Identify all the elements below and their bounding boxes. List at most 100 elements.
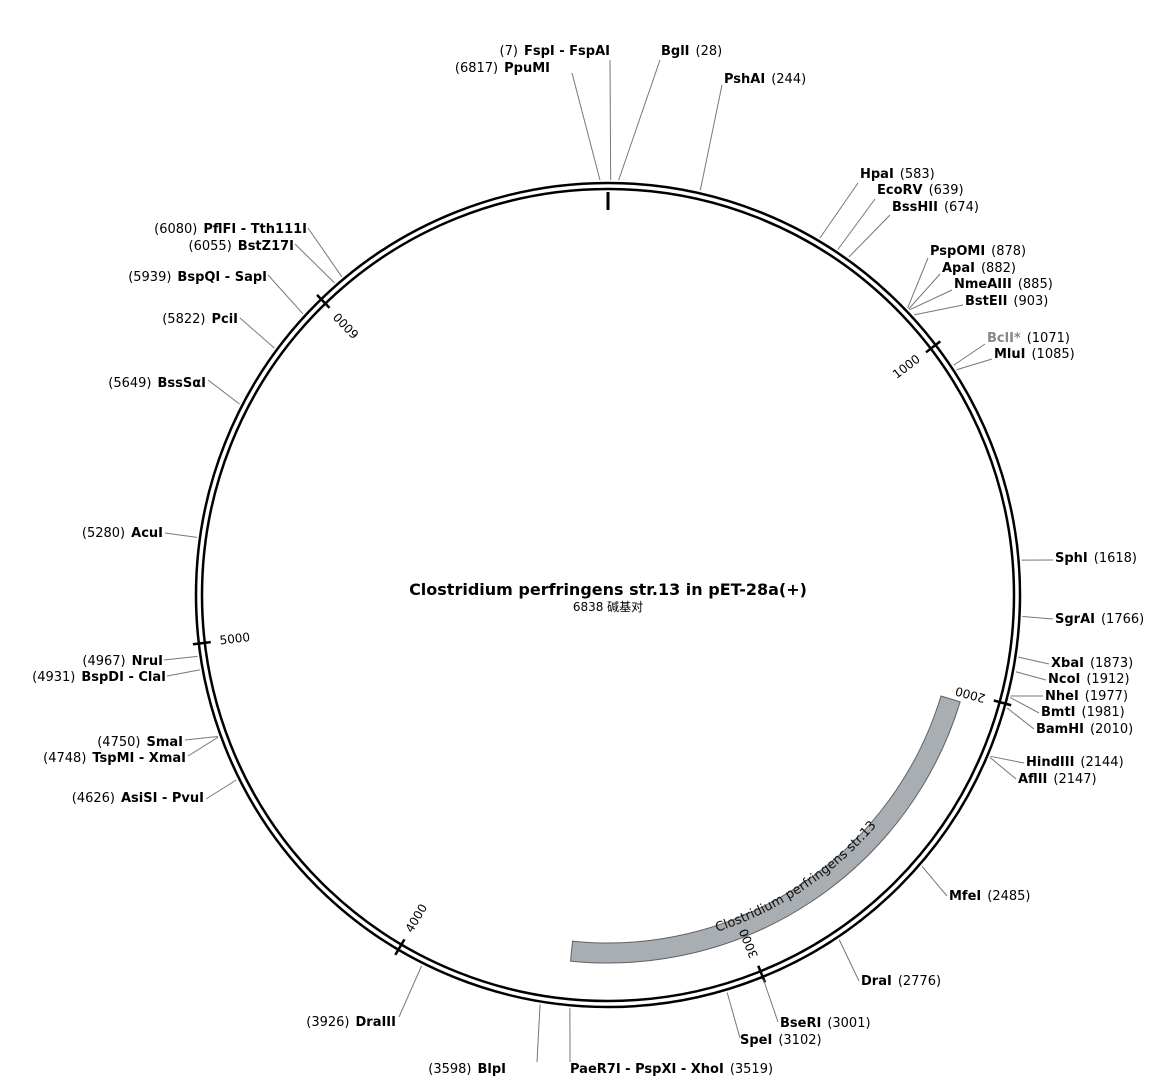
site-name: BclI* <box>987 331 1021 346</box>
tick-mark <box>925 340 942 354</box>
site-name: HpaI <box>860 167 894 182</box>
site-leader-bspqi <box>267 274 304 315</box>
site-name: BstEII <box>965 294 1007 309</box>
site-label-mfei[interactable]: MfeI (2485) <box>949 889 1030 904</box>
site-position: (7) <box>500 44 518 59</box>
site-name: FspI - FspAI <box>524 44 610 59</box>
site-label-paer7i[interactable]: PaeR7I - PspXI - XhoI (3519) <box>570 1062 773 1077</box>
site-name: PshAI <box>724 72 765 87</box>
site-label-bspdi[interactable]: (4931) BspDI - ClaI <box>32 670 166 685</box>
site-name: MluI <box>994 347 1025 362</box>
site-leader-bcli <box>953 343 986 366</box>
feature-arc[interactable] <box>569 695 961 964</box>
site-name: ApaI <box>942 261 975 276</box>
site-label-bspqi[interactable]: (5939) BspQI - SapI <box>128 270 267 285</box>
site-label-pcii[interactable]: (5822) PciI <box>162 312 238 327</box>
site-label-draiii[interactable]: (3926) DraIII <box>306 1015 396 1030</box>
tick-label: 4000 <box>403 901 431 934</box>
site-labels: (7) FspI - FspAI (6817) PpuMI BglI (28)PshAI (… <box>32 44 1144 1077</box>
site-label-sphi[interactable]: SphI (1618) <box>1055 551 1137 566</box>
site-label-asisi[interactable]: (4626) AsiSI - PvuI <box>72 791 204 806</box>
site-position: (885) <box>1018 277 1053 292</box>
site-leader-bsshii <box>848 214 891 258</box>
site-label-hindiii[interactable]: HindIII (2144) <box>1026 755 1124 770</box>
backbone-outer-ring <box>194 181 1022 1009</box>
site-position: (903) <box>1013 294 1048 309</box>
site-position: (5280) <box>82 526 125 541</box>
site-label-blpi[interactable]: (3598) BlpI <box>428 1062 506 1077</box>
site-name: AsiSI - PvuI <box>121 791 204 806</box>
tick-label: 6000 <box>330 310 361 342</box>
site-label-apai[interactable]: ApaI (882) <box>942 261 1016 276</box>
site-label-sgrai[interactable]: SgrAI (1766) <box>1055 612 1144 627</box>
site-label-pflfi[interactable]: (6080) PflFI - Tth111I <box>154 222 307 237</box>
site-label-drai[interactable]: DraI (2776) <box>861 974 941 989</box>
site-name: HindIII <box>1026 755 1074 770</box>
site-position: (4748) <box>43 751 86 766</box>
site-leader-xbai <box>1018 656 1050 665</box>
tick-label: 5000 <box>219 630 251 648</box>
site-position: (2776) <box>898 974 941 989</box>
site-name: AflII <box>1018 772 1047 787</box>
site-leader-bmti <box>1009 697 1040 714</box>
site-leader-nmeaiii <box>909 289 953 311</box>
site-label-bmti[interactable]: BmtI (1981) <box>1041 705 1125 720</box>
site-leader-pcii <box>239 317 275 349</box>
site-leader-bseri <box>763 979 779 1023</box>
site-leader-ncoi <box>1015 671 1047 681</box>
site-name: TspMI - XmaI <box>92 751 186 766</box>
site-label-acui[interactable]: (5280) AcuI <box>82 526 163 541</box>
site-leader-bspdi <box>166 669 200 677</box>
site-label-aflii[interactable]: AflII (2147) <box>1018 772 1097 787</box>
site-label-xbai[interactable]: XbaI (1873) <box>1051 656 1133 671</box>
site-label-hpai[interactable]: HpaI (583) <box>860 167 935 182</box>
site-label-tspmi[interactable]: (4748) TspMI - XmaI <box>43 751 186 766</box>
site-label-bgli[interactable]: BglI (28) <box>661 44 722 59</box>
site-label-bseri[interactable]: BseRI (3001) <box>780 1016 871 1031</box>
site-leader-hindiii <box>990 755 1025 764</box>
site-label-nrui[interactable]: (4967) NruI <box>82 654 163 669</box>
site-label-ppumi[interactable]: (6817) PpuMI <box>455 61 550 76</box>
site-leader-bsssai <box>207 379 240 405</box>
site-name: DraIII <box>356 1015 397 1030</box>
tick-mark <box>316 294 331 309</box>
site-name: DraI <box>861 974 892 989</box>
site-position: (1085) <box>1031 347 1074 362</box>
site-position: (3926) <box>306 1015 349 1030</box>
site-label-pshai[interactable]: PshAI (244) <box>724 72 806 87</box>
site-label-bamhi[interactable]: BamHI (2010) <box>1036 722 1133 737</box>
site-position: (3102) <box>778 1033 821 1048</box>
site-leader-tspmi <box>187 736 219 757</box>
site-label-ncoi[interactable]: NcoI (1912) <box>1048 672 1130 687</box>
site-name: EcoRV <box>877 183 923 198</box>
site-label-bsteii[interactable]: BstEII (903) <box>965 294 1048 309</box>
site-label-spei[interactable]: SpeI (3102) <box>740 1033 822 1048</box>
site-leaders <box>163 59 1054 1063</box>
site-label-smai[interactable]: (4750) SmaI <box>97 735 183 750</box>
tick-mark <box>993 699 1012 707</box>
tick-mark <box>394 938 406 956</box>
site-name: BseRI <box>780 1016 821 1031</box>
site-leader-bgli <box>618 59 661 181</box>
site-leader-smai <box>184 735 218 741</box>
site-position: (3598) <box>428 1062 471 1077</box>
site-position: (28) <box>696 44 723 59</box>
site-name: MfeI <box>949 889 981 904</box>
site-label-mlui[interactable]: MluI (1085) <box>994 347 1075 362</box>
site-label-ecorv[interactable]: EcoRV (639) <box>877 183 964 198</box>
site-leader-bsteii <box>914 304 964 316</box>
site-leader-acui <box>164 532 198 538</box>
site-leader-bstz17i <box>294 243 335 284</box>
site-label-bcli[interactable]: BclI* (1071) <box>987 331 1070 346</box>
site-leader-apai <box>908 273 941 310</box>
site-label-nhei[interactable]: NheI (1977) <box>1045 689 1128 704</box>
site-position: (1071) <box>1027 331 1070 346</box>
site-leader-sgrai <box>1022 616 1054 620</box>
site-label-bsssai[interactable]: (5649) BssSαI <box>108 376 206 391</box>
site-label-bsshii[interactable]: BssHII (674) <box>892 200 979 215</box>
site-position: (244) <box>771 72 806 87</box>
site-label-bstz17i[interactable]: (6055) BstZ17I <box>189 239 294 254</box>
site-label-pspomi[interactable]: PspOMI (878) <box>930 244 1026 259</box>
site-label-nmeaiii[interactable]: NmeAIII (885) <box>954 277 1053 292</box>
site-label-fspi[interactable]: (7) FspI - FspAI <box>500 44 610 59</box>
